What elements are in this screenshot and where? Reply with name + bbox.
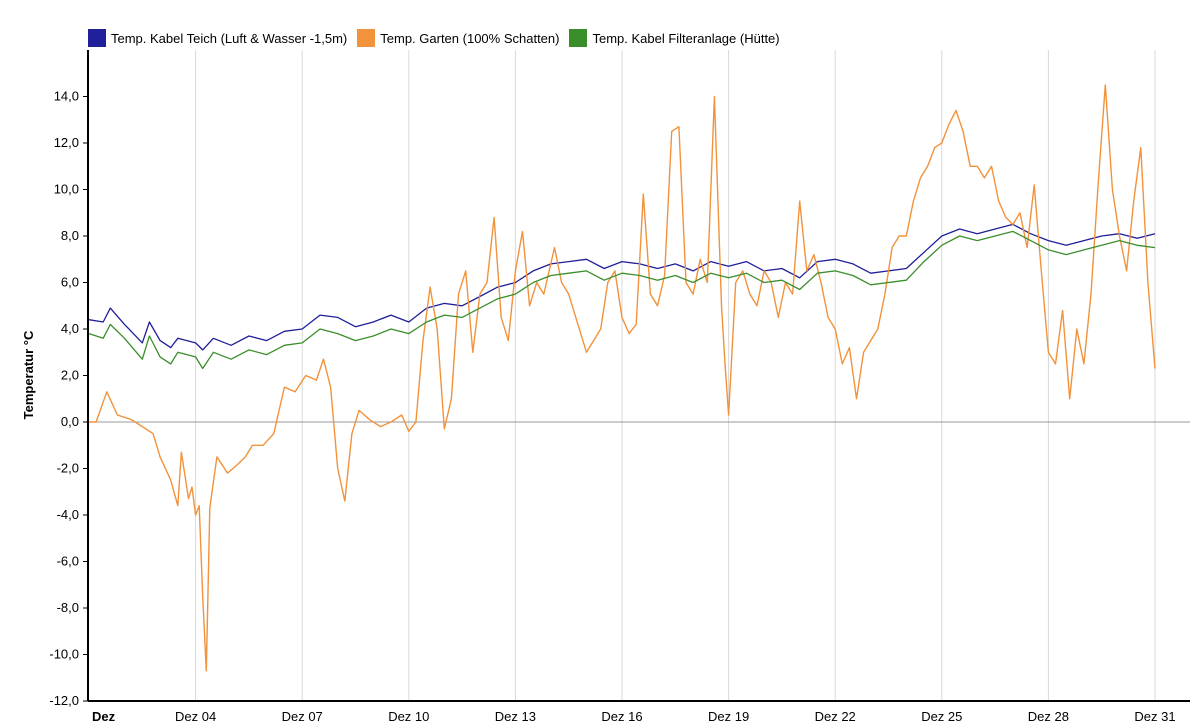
series-line-0: [88, 223, 1156, 351]
x-tick-label: Dez 10: [388, 709, 429, 724]
legend-swatch-garten: [357, 29, 376, 47]
y-tick-label: -4,0: [57, 507, 79, 522]
x-tick-label: Dez 22: [815, 709, 856, 724]
legend-item-teich[interactable]: Temp. Kabel Teich (Luft & Wasser -1,5m): [88, 29, 347, 47]
tick-labels: -12,0 -10,0 -8,0 -6,0 -4,0 -2,0 0,0 2,0 4,0 6,0 8,…: [49, 89, 1175, 725]
x-tick-label: Dez 04: [175, 709, 216, 724]
chart-legend: Temp. Kabel Teich (Luft & Wasser -1,5m) …: [88, 28, 790, 48]
y-axis-label: Temperatur °C: [21, 330, 36, 419]
y-tick-label: 4,0: [61, 321, 79, 336]
y-tick-label: 2,0: [61, 368, 79, 383]
series-lines: [88, 84, 1156, 672]
x-tick-label: Dez 19: [708, 709, 749, 724]
legend-item-filteranlage[interactable]: Temp. Kabel Filteranlage (Hütte): [569, 29, 780, 47]
y-tick-label: 10,0: [54, 182, 79, 197]
y-tick-label: 14,0: [54, 89, 79, 104]
x-tick-label: Dez 25: [921, 709, 962, 724]
y-tick-label: -8,0: [57, 600, 79, 615]
y-tick-label: -2,0: [57, 461, 79, 476]
axes: [83, 50, 1190, 702]
legend-label-garten: Temp. Garten (100% Schatten): [380, 30, 560, 46]
x-tick-label: Dez 28: [1028, 709, 1069, 724]
x-tick-label: Dez 13: [495, 709, 536, 724]
legend-label-teich: Temp. Kabel Teich (Luft & Wasser -1,5m): [111, 30, 348, 46]
legend-label-filteranlage: Temp. Kabel Filteranlage (Hütte): [592, 30, 780, 46]
y-tick-label: -12,0: [49, 693, 79, 708]
legend-swatch-filteranlage: [569, 29, 588, 47]
series-line-2: [88, 230, 1156, 370]
series-line-1: [89, 84, 1156, 672]
legend-swatch-teich: [88, 29, 106, 47]
y-tick-label: 12,0: [54, 135, 79, 150]
y-tick-label: -10,0: [49, 647, 79, 662]
x-tick-label: Dez 16: [601, 709, 642, 724]
x-tick-label: Dez 31: [1134, 709, 1175, 724]
x-tick-label: Dez: [92, 709, 116, 724]
y-tick-label: 0,0: [61, 414, 79, 429]
y-tick-label: -6,0: [57, 554, 79, 569]
grid-lines: [88, 50, 1190, 701]
y-tick-label: 8,0: [61, 228, 79, 243]
x-tick-label: Dez 07: [282, 709, 323, 724]
y-tick-label: 6,0: [61, 275, 79, 290]
legend-item-garten[interactable]: Temp. Garten (100% Schatten): [357, 29, 559, 47]
